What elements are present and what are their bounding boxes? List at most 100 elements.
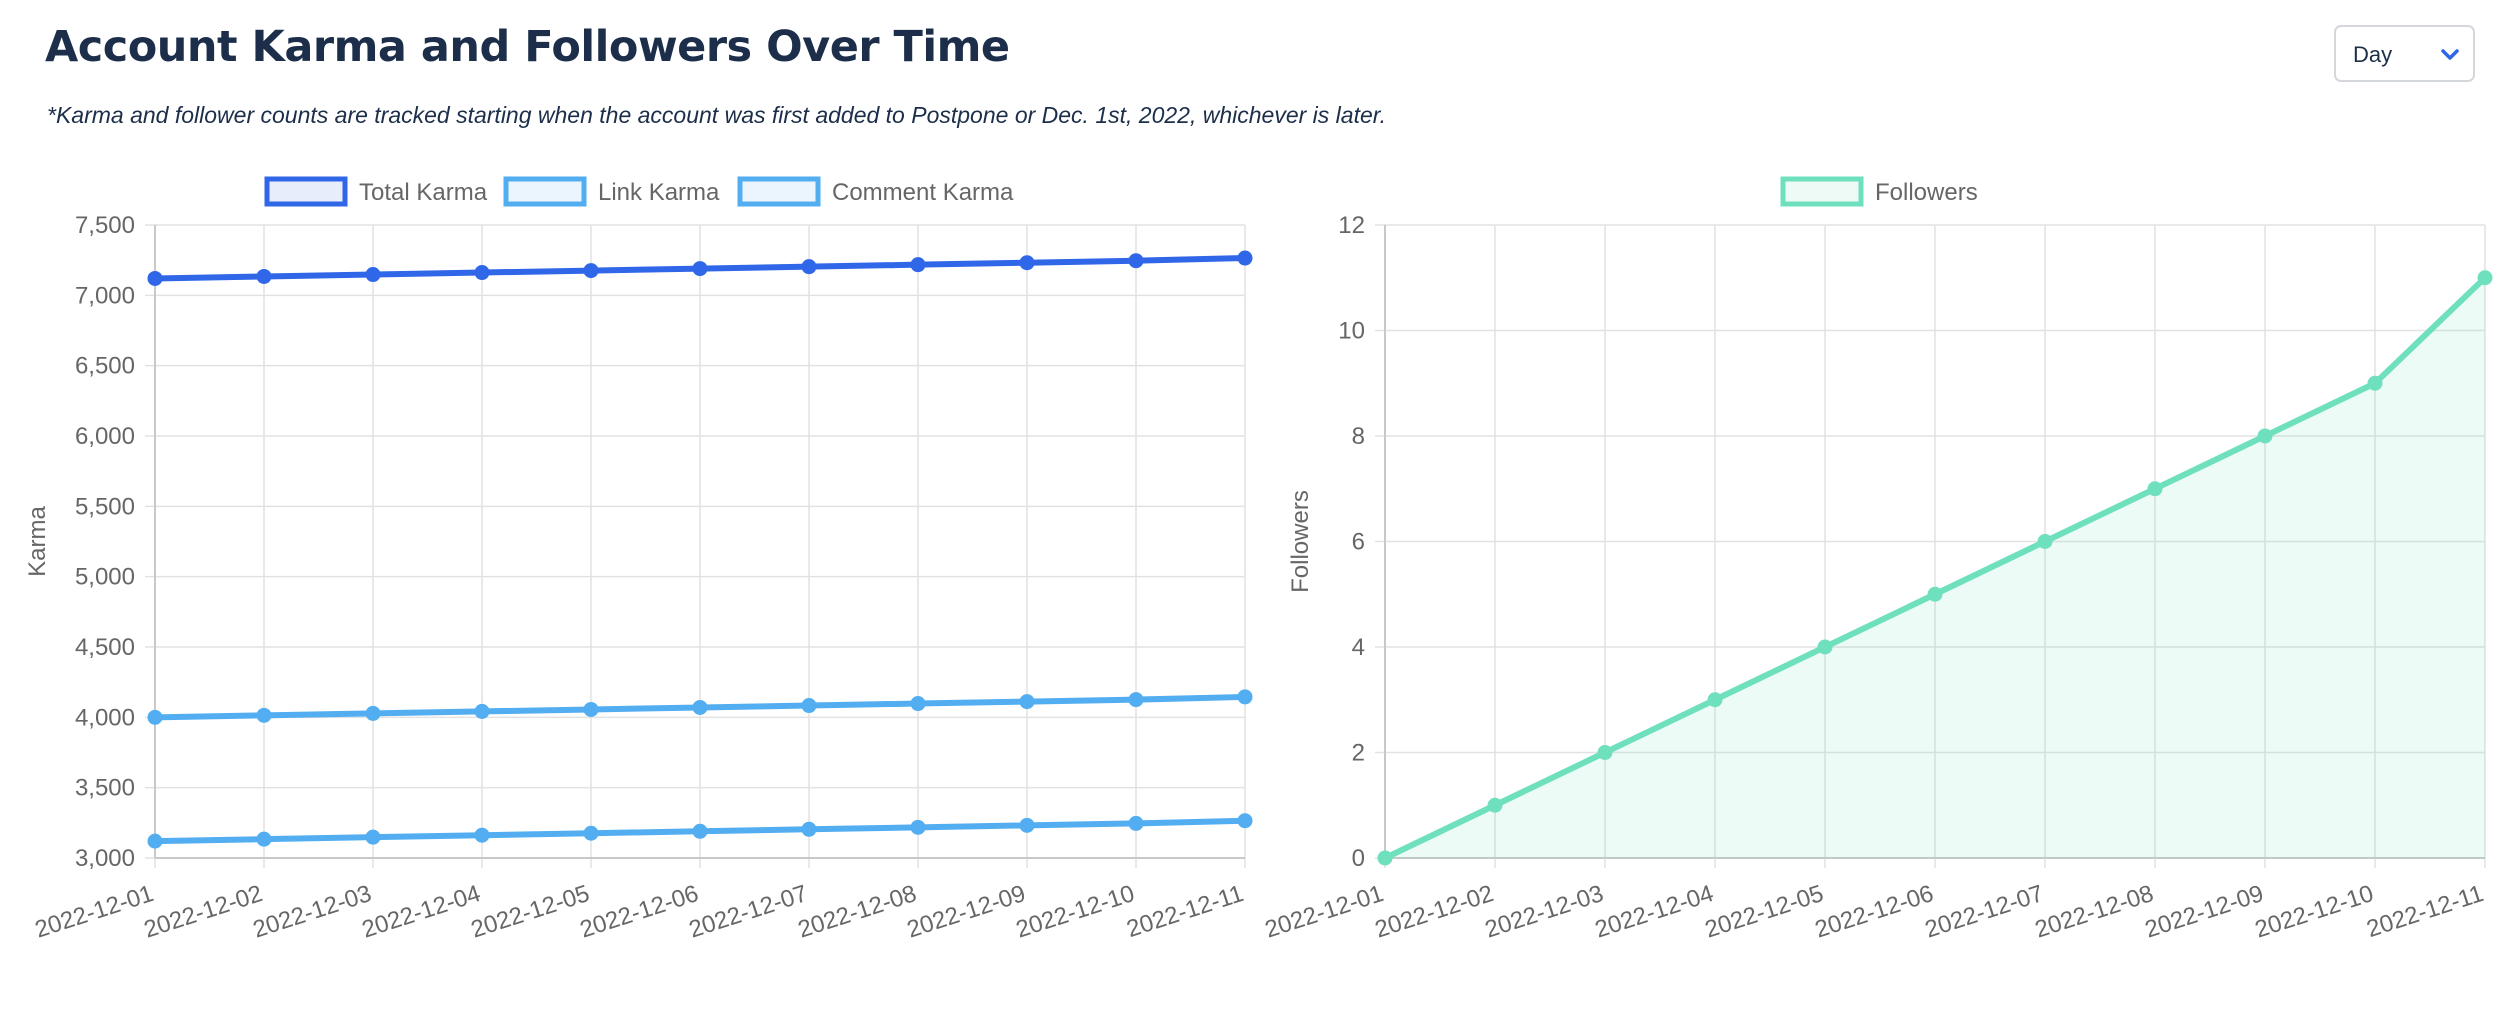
- series-comment-karma: [147, 813, 1253, 849]
- data-point: [2477, 270, 2493, 286]
- data-point: [474, 827, 490, 843]
- x-tick-label: 2022-12-02: [1372, 880, 1497, 944]
- data-point: [1128, 692, 1144, 708]
- page-title: Account Karma and Followers Over Time: [45, 22, 1010, 72]
- y-tick-label: 5,000: [75, 564, 135, 591]
- y-tick-label: 4,000: [75, 704, 135, 731]
- data-point: [910, 819, 926, 835]
- tracking-note: *Karma and follower counts are tracked s…: [47, 102, 1386, 128]
- data-point: [147, 270, 163, 286]
- data-point: [583, 263, 599, 279]
- legend-item-comment-karma: Comment Karma: [737, 176, 1014, 207]
- y-axis-title: Karma: [24, 506, 51, 577]
- y-tick-label: 6: [1352, 529, 1365, 556]
- y-tick-label: 4: [1352, 634, 1365, 661]
- y-tick-label: 5,500: [75, 493, 135, 520]
- y-tick-label: 3,000: [75, 845, 135, 872]
- x-tick-label: 2022-12-05: [468, 880, 593, 944]
- x-tick-label: 2022-12-10: [2252, 880, 2377, 944]
- data-point: [365, 267, 381, 283]
- x-tick-label: 2022-12-03: [1482, 880, 1607, 944]
- legend-label: Total Karma: [359, 179, 488, 206]
- data-point: [801, 259, 817, 275]
- time-range-value: Day: [2353, 42, 2393, 67]
- data-point: [1377, 850, 1393, 866]
- data-point: [1237, 813, 1253, 829]
- y-tick-label: 10: [1338, 318, 1365, 345]
- data-point: [1019, 694, 1035, 710]
- data-point: [801, 821, 817, 837]
- data-point: [365, 705, 381, 721]
- y-tick-label: 8: [1352, 423, 1365, 450]
- x-tick-label: 2022-12-09: [904, 880, 1029, 944]
- series-link-karma: [147, 689, 1253, 725]
- data-point: [365, 829, 381, 845]
- data-point: [910, 696, 926, 712]
- data-point: [1237, 250, 1253, 266]
- x-tick-label: 2022-12-01: [32, 880, 157, 944]
- y-axis-title: Followers: [1287, 490, 1314, 593]
- data-point: [583, 701, 599, 717]
- area-fill: [1385, 277, 2485, 858]
- data-point: [801, 698, 817, 714]
- data-point: [1927, 586, 1943, 602]
- y-tick-label: 2: [1352, 740, 1365, 767]
- data-point: [2367, 375, 2383, 391]
- data-point: [692, 261, 708, 277]
- data-point: [474, 265, 490, 281]
- data-point: [1707, 692, 1723, 708]
- data-point: [2147, 481, 2163, 497]
- legend-label: Link Karma: [598, 179, 720, 206]
- x-tick-label: 2022-12-04: [359, 880, 484, 944]
- data-point: [2037, 534, 2053, 549]
- data-point: [474, 703, 490, 719]
- legend-swatch: [737, 176, 821, 207]
- x-tick-label: 2022-12-06: [1812, 880, 1937, 944]
- x-tick-label: 2022-12-04: [1592, 880, 1717, 944]
- data-point: [1019, 817, 1035, 833]
- x-tick-label: 2022-12-08: [2032, 880, 2157, 944]
- legend-item-link-karma: Link Karma: [503, 176, 720, 207]
- time-range-select[interactable]: Day: [2334, 25, 2475, 82]
- x-tick-label: 2022-12-01: [1262, 880, 1387, 944]
- series-total-karma: [147, 250, 1253, 286]
- data-point: [2257, 428, 2273, 444]
- data-point: [256, 268, 272, 284]
- chevron-down-icon: [2441, 49, 2459, 60]
- x-tick-label: 2022-12-08: [795, 880, 920, 944]
- y-tick-label: 7,500: [75, 212, 135, 239]
- legend-swatch: [503, 176, 587, 207]
- legend-swatch: [264, 176, 348, 207]
- y-tick-label: 12: [1338, 212, 1365, 239]
- legend-item-total-karma: Total Karma: [264, 176, 488, 207]
- data-point: [1237, 689, 1253, 705]
- x-tick-label: 2022-12-11: [2363, 880, 2486, 943]
- x-tick-label: 2022-12-03: [250, 880, 375, 944]
- y-tick-label: 4,500: [75, 634, 135, 661]
- y-tick-label: 3,500: [75, 775, 135, 802]
- x-tick-label: 2022-12-09: [2142, 880, 2267, 944]
- y-tick-label: 0: [1352, 845, 1365, 872]
- data-point: [583, 825, 599, 841]
- data-point: [1597, 745, 1613, 760]
- x-tick-label: 2022-12-07: [1922, 880, 2047, 944]
- y-tick-label: 6,500: [75, 353, 135, 380]
- data-point: [692, 823, 708, 839]
- data-point: [256, 707, 272, 723]
- x-tick-label: 2022-12-05: [1702, 880, 1827, 944]
- series-followers: [1377, 270, 2493, 866]
- legend-swatch: [1780, 176, 1864, 207]
- x-tick-label: 2022-12-07: [686, 880, 811, 944]
- data-point: [1128, 815, 1144, 831]
- x-tick-label: 2022-12-06: [577, 880, 702, 944]
- data-point: [1817, 639, 1833, 655]
- data-point: [910, 257, 926, 273]
- data-point: [1019, 255, 1035, 271]
- x-tick-label: 2022-12-10: [1013, 880, 1138, 944]
- y-tick-label: 7,000: [75, 282, 135, 309]
- chart-followers: 0246810122022-12-012022-12-022022-12-032…: [1262, 176, 2493, 944]
- chart-karma: 3,000 3,500 4,000 4,500 5,000 5,500 6,000 6,500…: [24, 176, 1253, 944]
- data-point: [256, 831, 272, 847]
- data-point: [147, 709, 163, 725]
